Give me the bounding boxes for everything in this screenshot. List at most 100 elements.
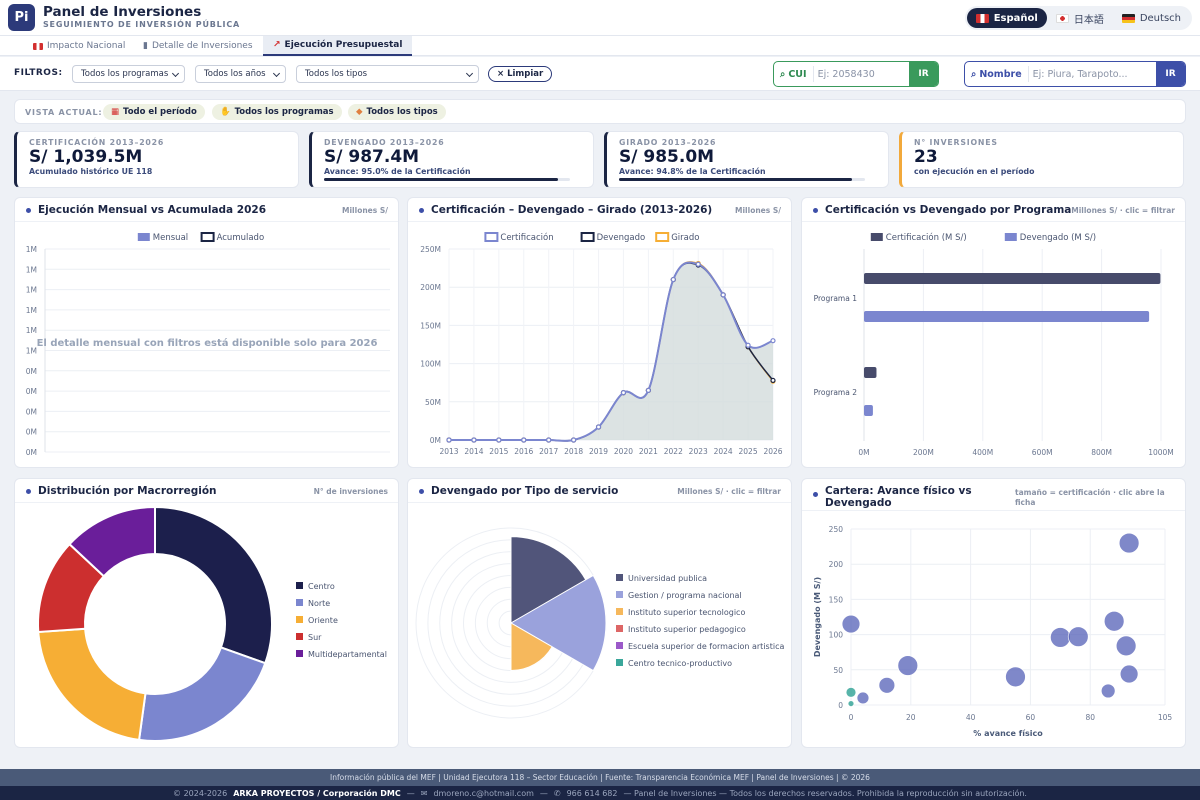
scatter-point: [1049, 627, 1071, 648]
data-point: [595, 424, 602, 430]
x-tick-label: 2019: [589, 447, 608, 456]
x-tick-label: 2014: [464, 447, 483, 456]
y-tick-label: 0M: [26, 448, 37, 457]
data-point: [471, 437, 477, 443]
program-select[interactable]: Todos los programas: [72, 65, 185, 83]
scatter-point: [1005, 666, 1026, 688]
x-tick-label: 2026: [763, 447, 782, 456]
scatter-point: [1118, 532, 1140, 554]
lang-option-ja[interactable]: 日本語: [1047, 8, 1113, 28]
legend-label: Oriente: [308, 616, 338, 625]
data-point: [521, 437, 527, 443]
x-tick-label: 60: [1026, 713, 1036, 722]
bar: [864, 311, 1150, 322]
search-icon: ⌕: [780, 68, 786, 80]
donut-slice: [137, 646, 267, 742]
name-go-button[interactable]: IR: [1156, 62, 1185, 86]
x-tick-label: 105: [1158, 713, 1173, 722]
x-tick-label: 2018: [564, 447, 583, 456]
legend-swatch: [200, 232, 215, 242]
current-view-bar: VISTA ACTUAL: ▦ Todo el período ✋ Todos lo…: [14, 99, 1186, 124]
program-bar-chart: Certificación (M S/) Devengado (M S/) 0M 20…: [814, 232, 1174, 457]
x-tick-label: 2025: [739, 447, 758, 456]
y-tick-label: 1M: [26, 306, 37, 315]
cui-search-input[interactable]: Ej: 2058430: [812, 66, 909, 82]
y-tick-label: 0M: [26, 387, 37, 396]
legend-swatch: [616, 574, 623, 581]
scatter-point: [1115, 635, 1137, 657]
scatter-point: [1100, 683, 1116, 699]
legend-swatch: [580, 232, 595, 242]
legend-label: Gestion / programa nacional: [628, 591, 742, 600]
germany-flag-icon: [1121, 13, 1135, 23]
app-title: Panel de Inversiones: [43, 4, 202, 20]
scatter-point: [847, 700, 855, 707]
footer-phone: 966 614 682: [566, 788, 618, 798]
card-region: Distribución por Macrorregión N° de inve…: [14, 478, 399, 748]
cui-go-button[interactable]: IR: [909, 62, 938, 86]
bullet-icon: [813, 208, 818, 213]
kpi-certificacion: CERTIFICACIÓN 2013–2026 S/ 1,039.5M Acum…: [14, 131, 299, 188]
y-tick-label: 50M: [425, 398, 441, 407]
y-tick-label: 0M: [26, 407, 37, 416]
scatter-point: [841, 614, 861, 634]
tab-detalle-inversiones[interactable]: ▮ Detalle de Inversiones: [143, 41, 253, 51]
chip-period: ▦ Todo el período: [103, 104, 205, 120]
app-logo: Pi: [8, 4, 35, 31]
year-select[interactable]: Todos los años: [195, 65, 286, 83]
filter-bar: FILTROS: Todos los programas Todos los a…: [0, 57, 1200, 91]
polar-sector: [510, 574, 607, 672]
name-search-input[interactable]: Ej: Piura, Tarapoto...: [1027, 66, 1156, 82]
footer-email[interactable]: dmoreno.c@hotmail.com: [433, 788, 534, 798]
legend-label: Centro: [308, 582, 335, 591]
x-tick-label: 2023: [689, 447, 708, 456]
footer-copyright: © 2024-2026 ARKA PROYECTOS / Corporación…: [0, 786, 1200, 800]
bullet-icon: [419, 208, 424, 213]
region-donut-chart: Centro Norte Oriente Sur Multidepartamental: [37, 505, 387, 742]
y-tick-label: 100M: [420, 360, 441, 369]
x-tick-label: 0: [849, 713, 854, 722]
data-point: [446, 437, 452, 443]
legend-label: Sur: [308, 633, 322, 642]
data-point: [695, 261, 701, 267]
cert-dev-line-chart: Certificación Devengado Girado 0M 50M 100M 150…: [420, 232, 783, 456]
tab-ejecucion-presupuestal[interactable]: ↗ Ejecución Presupuestal: [263, 36, 413, 56]
polar-sector: [510, 536, 587, 624]
tag-icon: ◆: [356, 107, 363, 117]
polar-sector: [510, 622, 553, 672]
y-tick-label: 50: [833, 666, 843, 675]
scatter-point: [1067, 626, 1089, 648]
x-tick-label: 0M: [858, 448, 869, 457]
legend-label: Universidad publica: [628, 574, 707, 583]
legend-swatch: [616, 659, 623, 666]
bar-chart-icon: ▮: [143, 41, 148, 51]
data-point: [620, 390, 627, 396]
scatter-point: [856, 691, 870, 705]
category-label: Programa 2: [814, 388, 858, 397]
x-tick-label: 2020: [614, 447, 633, 456]
legend-swatch: [296, 650, 303, 657]
lang-option-de[interactable]: Deutsch: [1113, 8, 1190, 28]
tab-impacto-nacional[interactable]: Impacto Nacional: [23, 36, 135, 56]
kpi-girado-progress: [619, 178, 865, 181]
data-point: [645, 387, 651, 393]
type-select[interactable]: Todos los tipos: [296, 65, 479, 83]
x-tick-label: 800M: [1091, 448, 1112, 457]
app-subtitle: SEGUIMIENTO DE INVERSIÓN PÚBLICA: [43, 20, 240, 29]
x-tick-label: 80: [1085, 713, 1095, 722]
x-tick-label: 200M: [913, 448, 934, 457]
kpi-girado: GIRADO 2013–2026 S/ 985.0M Avance: 94.8%…: [604, 131, 889, 188]
y-tick-label: 1M: [26, 286, 37, 295]
card-program: Certificación vs Devengado por Programa …: [801, 197, 1186, 468]
scatter-point: [1103, 610, 1125, 632]
bullet-icon: [419, 489, 424, 494]
japan-flag-icon: [1055, 13, 1069, 23]
lang-option-es[interactable]: Español: [966, 8, 1047, 28]
y-tick-label: 1M: [26, 245, 37, 254]
scatter-point: [897, 655, 919, 676]
filters-label: FILTROS:: [14, 68, 63, 78]
bar: [864, 405, 873, 416]
clear-filters-button[interactable]: × Limpiar: [488, 66, 553, 82]
data-point: [770, 338, 776, 344]
data-point: [546, 437, 552, 443]
